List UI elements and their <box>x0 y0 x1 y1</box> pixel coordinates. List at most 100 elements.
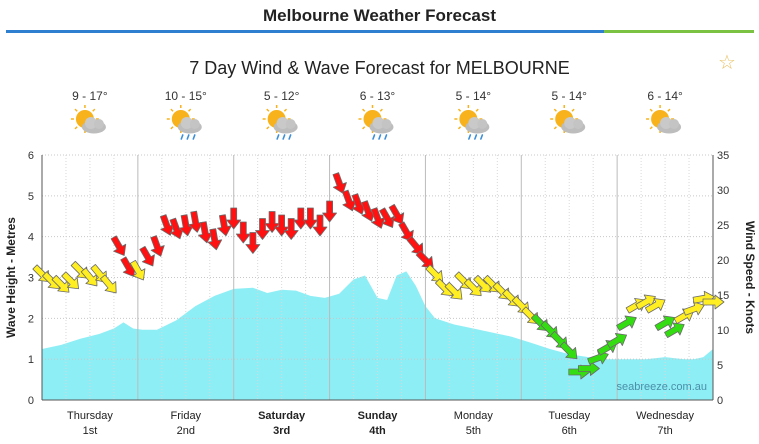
partly-cloudy-rain-icon <box>454 105 490 140</box>
wind-arrow <box>559 341 578 360</box>
sun-ray <box>170 108 174 112</box>
sun-ray <box>379 108 383 112</box>
sun-ray <box>475 108 479 112</box>
wind-arrow-shape <box>559 341 578 360</box>
cloud-puff <box>660 117 673 129</box>
wind-arrow <box>217 214 232 237</box>
cloud-puff <box>285 119 296 129</box>
y-left-tick-label: 5 <box>28 191 34 203</box>
cloud-puff <box>189 119 200 129</box>
page-title: Melbourne Weather Forecast <box>262 6 497 25</box>
wind-arrow-shape <box>702 294 725 310</box>
wind-arrow <box>388 203 405 225</box>
wind-arrow-shape <box>415 250 434 269</box>
sun-ray <box>553 108 557 112</box>
cloud-puff <box>573 119 584 129</box>
x-tick-label-day: Tuesday <box>548 410 590 422</box>
wind-arrow <box>379 207 395 228</box>
wind-arrow <box>644 298 666 314</box>
y-left-tick-label: 0 <box>28 395 34 407</box>
wind-arrow <box>616 315 637 331</box>
wind-arrow-shape <box>406 236 424 255</box>
y-right-tick-label: 30 <box>717 185 729 197</box>
wind-arrow <box>139 245 155 267</box>
cloud-puff <box>93 119 104 129</box>
y-left-tick-label: 4 <box>28 232 34 244</box>
day-temperature-label: 6 - 14° <box>647 89 683 103</box>
rain-drop-icon <box>282 134 286 140</box>
rain-drop-icon <box>384 134 388 140</box>
wind-arrow <box>332 172 347 194</box>
x-tick-label-date: 4th <box>369 425 386 437</box>
wind-arrow <box>406 236 424 255</box>
wind-arrow <box>398 221 414 242</box>
rain-drop-icon <box>474 134 478 140</box>
cloud-puff <box>372 117 385 129</box>
rain-drop-icon <box>180 134 184 140</box>
wind-arrow <box>255 218 270 240</box>
sun-ray <box>362 126 366 130</box>
x-tick-label-date: 2nd <box>177 425 195 437</box>
wind-arrow-shape <box>444 281 463 300</box>
x-tick-label-day: Monday <box>454 410 494 422</box>
wind-arrow-shape <box>312 214 328 237</box>
sun-ray <box>74 126 78 130</box>
wind-arrow-shape <box>682 301 705 316</box>
rain-drop-icon <box>480 134 484 140</box>
y-right-tick-label: 25 <box>717 220 729 232</box>
partly-cloudy-icon <box>646 105 682 134</box>
y-right-tick-label: 5 <box>717 360 723 372</box>
x-tick-label-date: 3rd <box>273 425 290 437</box>
wind-arrow <box>226 207 242 230</box>
rain-drop-icon <box>276 134 280 140</box>
wind-arrow-shape <box>150 235 165 257</box>
watermark-label: seabreeze.com.au <box>617 381 708 393</box>
rain-drop-icon <box>192 134 196 140</box>
y-left-axis-title: Wave Height - Metres <box>4 217 18 338</box>
partly-cloudy-rain-icon <box>166 105 202 140</box>
partly-cloudy-icon <box>70 105 106 134</box>
wind-arrow <box>425 264 444 283</box>
y-left-tick-label: 1 <box>28 354 34 366</box>
wind-arrow-shape <box>388 203 405 225</box>
sun-ray <box>571 108 575 112</box>
day-temperature-label: 6 - 13° <box>360 89 396 103</box>
wind-arrow-shape <box>226 207 242 230</box>
sun-ray <box>266 108 270 112</box>
wind-arrow <box>61 271 79 290</box>
wind-arrow <box>312 214 328 237</box>
chart-title: 7 Day Wind & Wave Forecast for MELBOURNE <box>189 58 570 78</box>
y-right-tick-label: 10 <box>717 325 729 337</box>
cloud-puff <box>468 117 481 129</box>
header-rule-blue <box>6 30 604 33</box>
wind-arrow-shape <box>425 264 444 283</box>
sun-ray <box>667 108 671 112</box>
sun-ray <box>170 126 174 130</box>
favourite-star-icon[interactable]: ☆ <box>718 52 736 74</box>
rain-drop-icon <box>288 134 292 140</box>
cloud-puff <box>180 117 193 129</box>
wind-arrow <box>207 228 223 251</box>
rain-drop-icon <box>378 134 382 140</box>
wind-arrow <box>150 235 165 257</box>
x-tick-label-day: Friday <box>171 410 202 422</box>
wind-arrow-shape <box>379 207 395 228</box>
wind-arrow <box>235 221 251 244</box>
wind-arrow-shape <box>207 228 223 251</box>
rain-drop-icon <box>468 134 472 140</box>
wind-arrow-shape <box>61 271 79 290</box>
partly-cloudy-icon <box>550 105 586 134</box>
wind-arrow <box>444 281 463 300</box>
wind-arrow <box>322 200 338 223</box>
y-right-axis-title: Wind Speed - Knots <box>743 221 757 335</box>
wind-arrow <box>664 322 685 338</box>
x-tick-label-date: 1st <box>83 425 98 437</box>
cloud-puff <box>84 117 97 129</box>
wind-arrow <box>283 218 299 240</box>
sun-ray <box>457 108 462 112</box>
x-tick-label-day: Thursday <box>67 410 113 422</box>
rain-drop-icon <box>186 134 190 140</box>
cloud-puff <box>276 117 289 129</box>
x-tick-label-date: 6th <box>562 425 577 437</box>
